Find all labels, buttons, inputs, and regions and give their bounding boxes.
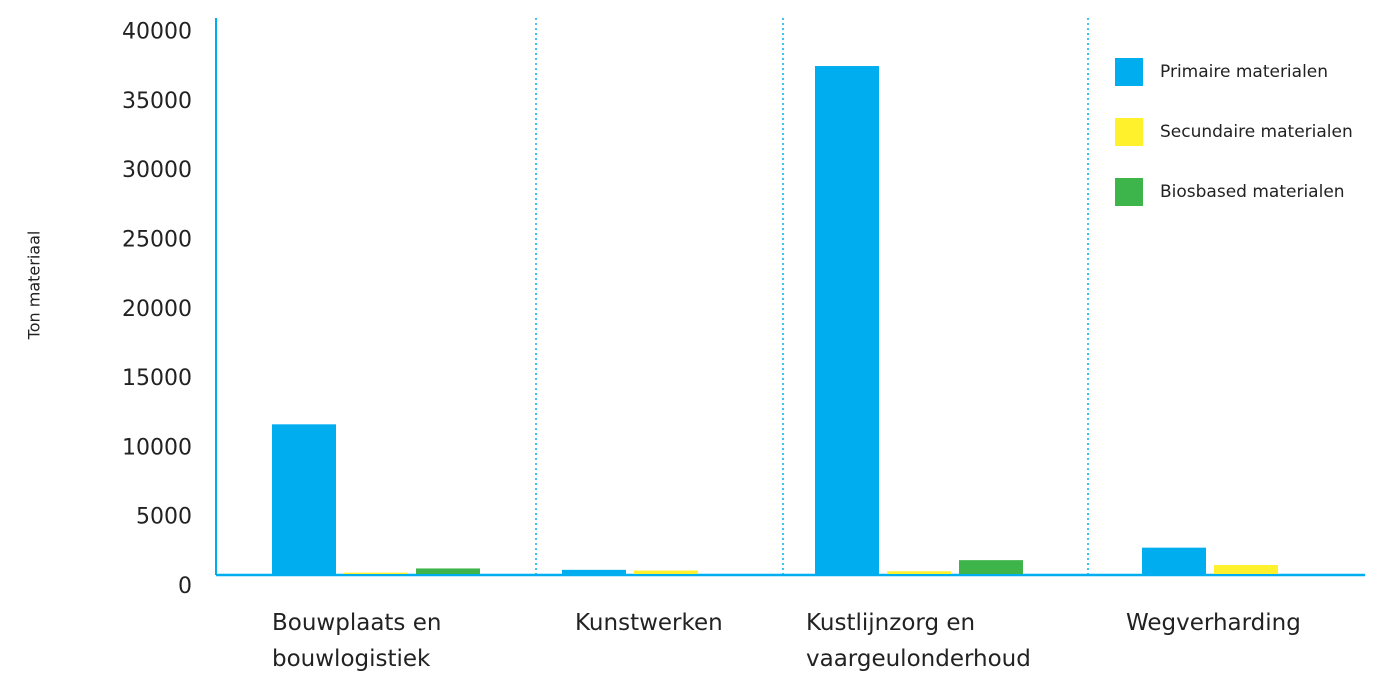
x-tick-label: Kunstwerken — [575, 610, 723, 636]
bar — [416, 568, 480, 574]
y-tick-label: 20000 — [122, 297, 192, 322]
bar — [815, 66, 879, 574]
y-axis-label: Ton materiaal — [25, 231, 44, 341]
bar — [634, 570, 698, 574]
legend-swatch — [1115, 118, 1143, 146]
y-tick-label: 35000 — [122, 89, 192, 114]
bar — [562, 569, 626, 574]
bar — [272, 424, 336, 574]
legend-label: Secundaire materialen — [1160, 122, 1353, 142]
legend-swatch — [1115, 58, 1143, 86]
y-tick-label: 30000 — [122, 158, 192, 183]
y-tick-label: 5000 — [136, 505, 192, 530]
y-tick-label: 40000 — [122, 20, 192, 45]
y-tick-label: 10000 — [122, 435, 192, 460]
bar — [1214, 564, 1278, 574]
bar — [959, 560, 1023, 574]
x-tick-label: Wegverharding — [1126, 610, 1301, 636]
y-tick-label: 15000 — [122, 366, 192, 391]
bar — [887, 571, 951, 574]
bar — [344, 572, 408, 574]
legend-label: Biosbased materialen — [1160, 182, 1345, 202]
y-tick-label: 0 — [178, 574, 192, 599]
legend-label: Primaire materialen — [1160, 62, 1328, 82]
x-tick-label: Kustlijnzorg en vaargeulonderhoud — [806, 610, 1031, 672]
x-tick-label: Bouwplaats en bouwlogistiek — [272, 610, 442, 672]
y-tick-label: 25000 — [122, 228, 192, 253]
bar — [1142, 547, 1206, 574]
legend-swatch — [1115, 178, 1143, 206]
